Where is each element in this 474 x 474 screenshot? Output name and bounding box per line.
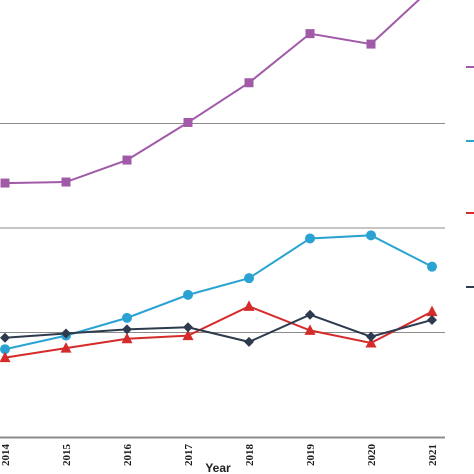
data-point <box>366 331 376 342</box>
data-point <box>305 233 315 244</box>
series-line-2 <box>4 305 433 359</box>
data-point <box>305 309 315 320</box>
series-line-3 <box>4 313 433 343</box>
gridlines <box>0 123 445 439</box>
data-point <box>60 342 72 353</box>
x-tick-label: 2017 <box>183 444 195 467</box>
data-point <box>243 300 255 311</box>
data-point <box>0 344 10 355</box>
x-tick-label: 2015 <box>61 444 73 467</box>
data-point <box>122 324 132 335</box>
x-tick-label: 2020 <box>366 444 378 467</box>
data-point <box>365 336 377 348</box>
data-point <box>244 78 254 88</box>
x-axis-title: Year <box>205 461 231 474</box>
data-point <box>426 305 438 317</box>
legend <box>466 66 474 288</box>
series-markers <box>0 29 438 363</box>
data-point <box>0 351 11 363</box>
data-point <box>244 273 254 284</box>
data-point <box>122 312 132 323</box>
data-point <box>121 332 133 344</box>
data-point <box>305 29 315 39</box>
data-point <box>122 155 132 165</box>
data-point <box>61 328 71 339</box>
series-line-0 <box>4 0 421 185</box>
data-point <box>183 322 193 333</box>
data-point <box>366 230 376 241</box>
x-tick-label: 2019 <box>305 444 317 467</box>
series-lines <box>4 0 433 359</box>
data-point <box>244 336 254 347</box>
data-point <box>366 39 376 49</box>
x-tick-label: 2021 <box>427 444 439 466</box>
data-point <box>183 117 193 127</box>
data-point <box>427 261 437 272</box>
data-point <box>183 289 193 300</box>
x-tick-label: 2014 <box>0 444 12 467</box>
x-tick-label: 2016 <box>122 444 134 467</box>
x-tick-label: 2018 <box>244 444 256 467</box>
data-point <box>0 332 10 343</box>
data-point <box>304 324 316 335</box>
x-tick-labels: 2014 2015 2016 2017 2018 2019 2020 2021 <box>0 444 439 467</box>
data-point <box>427 314 437 325</box>
data-point <box>0 178 10 188</box>
data-point <box>182 329 194 341</box>
data-point <box>61 177 71 187</box>
